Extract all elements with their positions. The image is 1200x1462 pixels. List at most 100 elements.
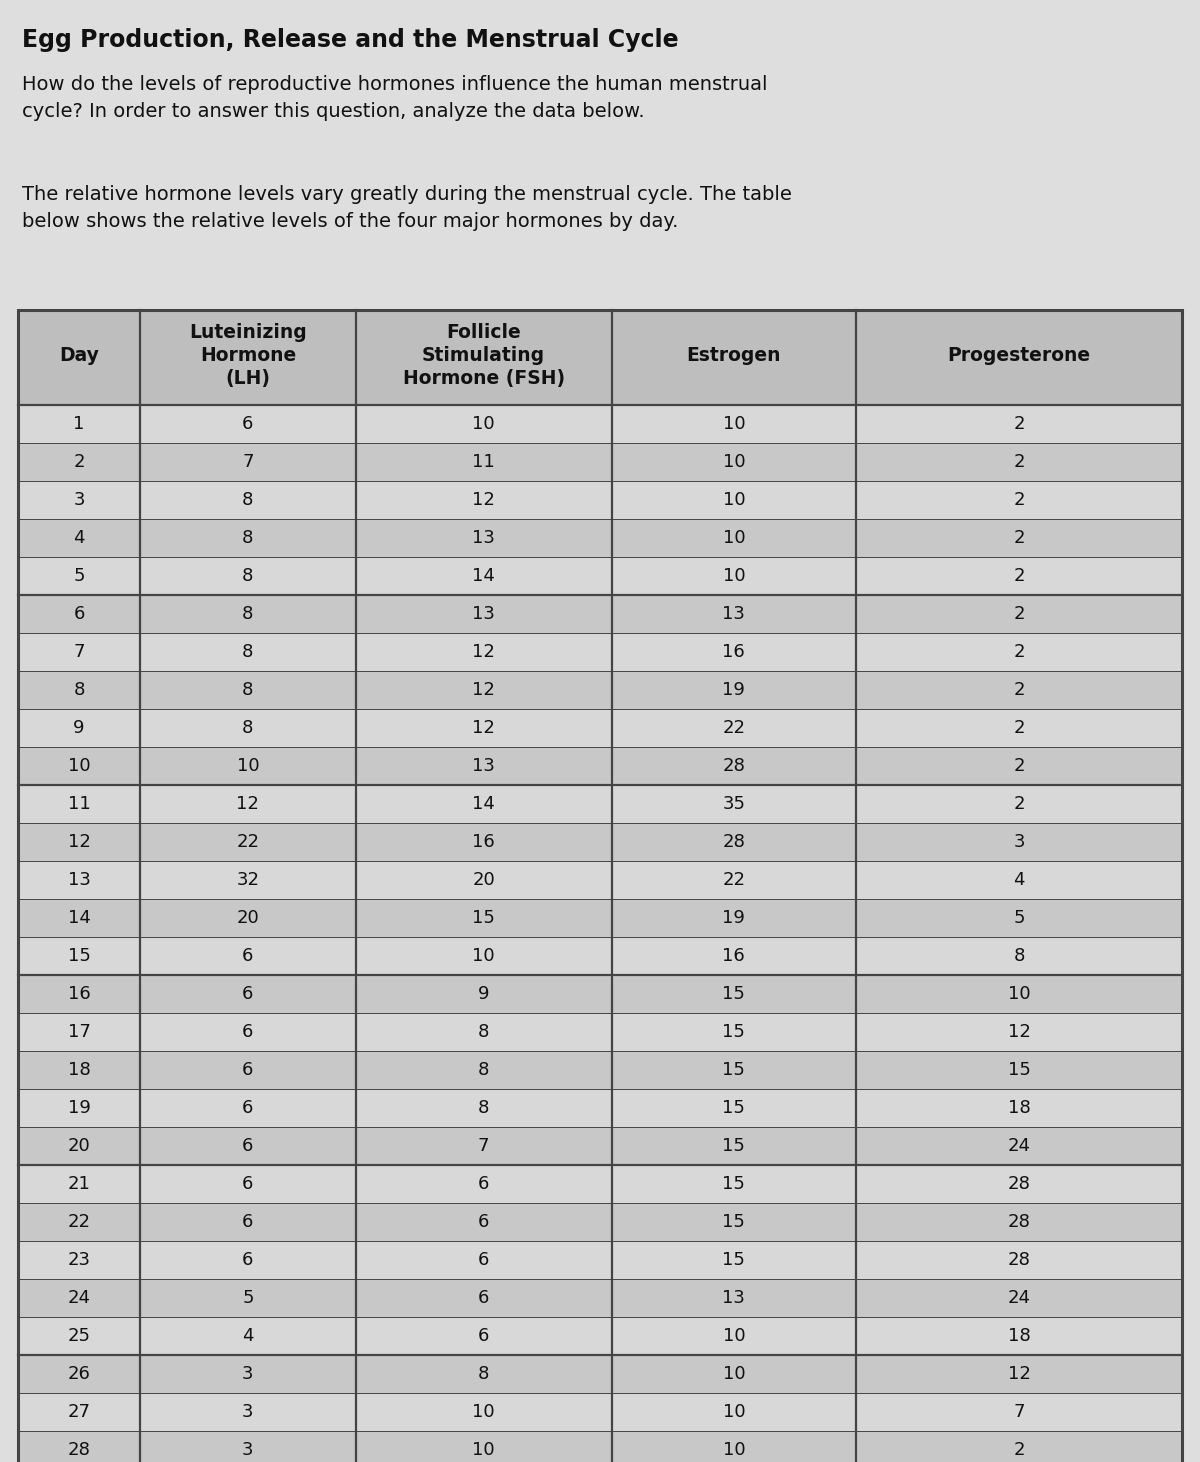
Text: 15: 15 bbox=[722, 1213, 745, 1231]
Text: 7: 7 bbox=[73, 643, 85, 661]
Text: How do the levels of reproductive hormones influence the human menstrual
cycle? : How do the levels of reproductive hormon… bbox=[22, 75, 768, 121]
Text: 13: 13 bbox=[722, 1289, 745, 1307]
Text: 6: 6 bbox=[478, 1175, 490, 1193]
Text: 13: 13 bbox=[67, 871, 90, 889]
Text: 20: 20 bbox=[236, 909, 259, 927]
Text: 12: 12 bbox=[236, 795, 259, 813]
Text: 18: 18 bbox=[67, 1061, 90, 1079]
Text: 12: 12 bbox=[1008, 1023, 1031, 1041]
Text: 10: 10 bbox=[722, 1404, 745, 1421]
Text: 15: 15 bbox=[722, 1061, 745, 1079]
Text: 6: 6 bbox=[242, 1137, 253, 1155]
Text: 16: 16 bbox=[473, 833, 494, 851]
Text: 6: 6 bbox=[242, 1175, 253, 1193]
Text: 13: 13 bbox=[472, 757, 496, 775]
Text: 15: 15 bbox=[722, 1099, 745, 1117]
Text: 7: 7 bbox=[1013, 1404, 1025, 1421]
Text: 8: 8 bbox=[1013, 947, 1025, 965]
Text: 12: 12 bbox=[472, 491, 496, 509]
Text: 2: 2 bbox=[73, 453, 85, 471]
Text: 13: 13 bbox=[722, 605, 745, 623]
Text: 15: 15 bbox=[472, 909, 496, 927]
Text: 8: 8 bbox=[73, 681, 85, 699]
Text: 9: 9 bbox=[73, 719, 85, 737]
Text: Luteinizing
Hormone
(LH): Luteinizing Hormone (LH) bbox=[190, 323, 307, 387]
Text: 3: 3 bbox=[242, 1404, 253, 1421]
Text: 6: 6 bbox=[73, 605, 85, 623]
Text: 6: 6 bbox=[242, 415, 253, 433]
Text: 8: 8 bbox=[478, 1061, 490, 1079]
Text: 10: 10 bbox=[722, 1327, 745, 1345]
Text: 24: 24 bbox=[1008, 1137, 1031, 1155]
Text: 2: 2 bbox=[1013, 795, 1025, 813]
Bar bbox=[18, 310, 1182, 1462]
Text: 5: 5 bbox=[242, 1289, 253, 1307]
Text: 2: 2 bbox=[1013, 491, 1025, 509]
Text: 21: 21 bbox=[67, 1175, 90, 1193]
Text: 20: 20 bbox=[67, 1137, 90, 1155]
Text: 13: 13 bbox=[472, 529, 496, 547]
Text: 25: 25 bbox=[67, 1327, 91, 1345]
Bar bbox=[18, 519, 1182, 557]
Text: 6: 6 bbox=[242, 1023, 253, 1041]
Text: 6: 6 bbox=[242, 1061, 253, 1079]
Text: Egg Production, Release and the Menstrual Cycle: Egg Production, Release and the Menstrua… bbox=[22, 28, 679, 53]
Text: 8: 8 bbox=[478, 1099, 490, 1117]
Bar bbox=[18, 1013, 1182, 1051]
Bar bbox=[18, 937, 1182, 975]
Text: 2: 2 bbox=[1013, 415, 1025, 433]
Text: Day: Day bbox=[59, 346, 100, 366]
Text: 10: 10 bbox=[722, 567, 745, 585]
Text: 6: 6 bbox=[478, 1213, 490, 1231]
Text: 28: 28 bbox=[1008, 1251, 1031, 1269]
Text: 2: 2 bbox=[1013, 643, 1025, 661]
Text: 13: 13 bbox=[472, 605, 496, 623]
Text: 24: 24 bbox=[1008, 1289, 1031, 1307]
Text: 10: 10 bbox=[473, 947, 494, 965]
Bar bbox=[18, 1051, 1182, 1089]
Bar bbox=[18, 310, 1182, 405]
Text: 2: 2 bbox=[1013, 757, 1025, 775]
Bar bbox=[18, 595, 1182, 633]
Bar bbox=[18, 747, 1182, 785]
Text: 10: 10 bbox=[1008, 985, 1031, 1003]
Bar bbox=[18, 1431, 1182, 1462]
Text: 4: 4 bbox=[73, 529, 85, 547]
Text: 16: 16 bbox=[722, 947, 745, 965]
Text: 3: 3 bbox=[73, 491, 85, 509]
Text: 6: 6 bbox=[478, 1327, 490, 1345]
Text: 28: 28 bbox=[722, 757, 745, 775]
Text: 8: 8 bbox=[242, 643, 253, 661]
Text: 3: 3 bbox=[1013, 833, 1025, 851]
Bar bbox=[18, 1203, 1182, 1241]
Bar bbox=[18, 1241, 1182, 1279]
Text: 9: 9 bbox=[478, 985, 490, 1003]
Text: 10: 10 bbox=[722, 491, 745, 509]
Bar bbox=[18, 709, 1182, 747]
Bar bbox=[18, 899, 1182, 937]
Text: 20: 20 bbox=[473, 871, 494, 889]
Text: 15: 15 bbox=[722, 1023, 745, 1041]
Text: 2: 2 bbox=[1013, 681, 1025, 699]
Text: 16: 16 bbox=[67, 985, 90, 1003]
Text: 22: 22 bbox=[722, 871, 745, 889]
Text: 6: 6 bbox=[242, 1213, 253, 1231]
Text: 28: 28 bbox=[1008, 1213, 1031, 1231]
Text: 12: 12 bbox=[472, 719, 496, 737]
Bar bbox=[18, 1089, 1182, 1127]
Text: 7: 7 bbox=[242, 453, 253, 471]
Text: 8: 8 bbox=[242, 491, 253, 509]
Bar bbox=[18, 823, 1182, 861]
Text: 35: 35 bbox=[722, 795, 745, 813]
Text: 22: 22 bbox=[722, 719, 745, 737]
Text: 24: 24 bbox=[67, 1289, 91, 1307]
Text: 3: 3 bbox=[242, 1442, 253, 1459]
Text: 22: 22 bbox=[236, 833, 259, 851]
Text: 1: 1 bbox=[73, 415, 85, 433]
Bar bbox=[18, 975, 1182, 1013]
Text: 10: 10 bbox=[722, 1442, 745, 1459]
Text: 11: 11 bbox=[67, 795, 90, 813]
Text: 8: 8 bbox=[242, 605, 253, 623]
Text: 2: 2 bbox=[1013, 1442, 1025, 1459]
Text: 5: 5 bbox=[1013, 909, 1025, 927]
